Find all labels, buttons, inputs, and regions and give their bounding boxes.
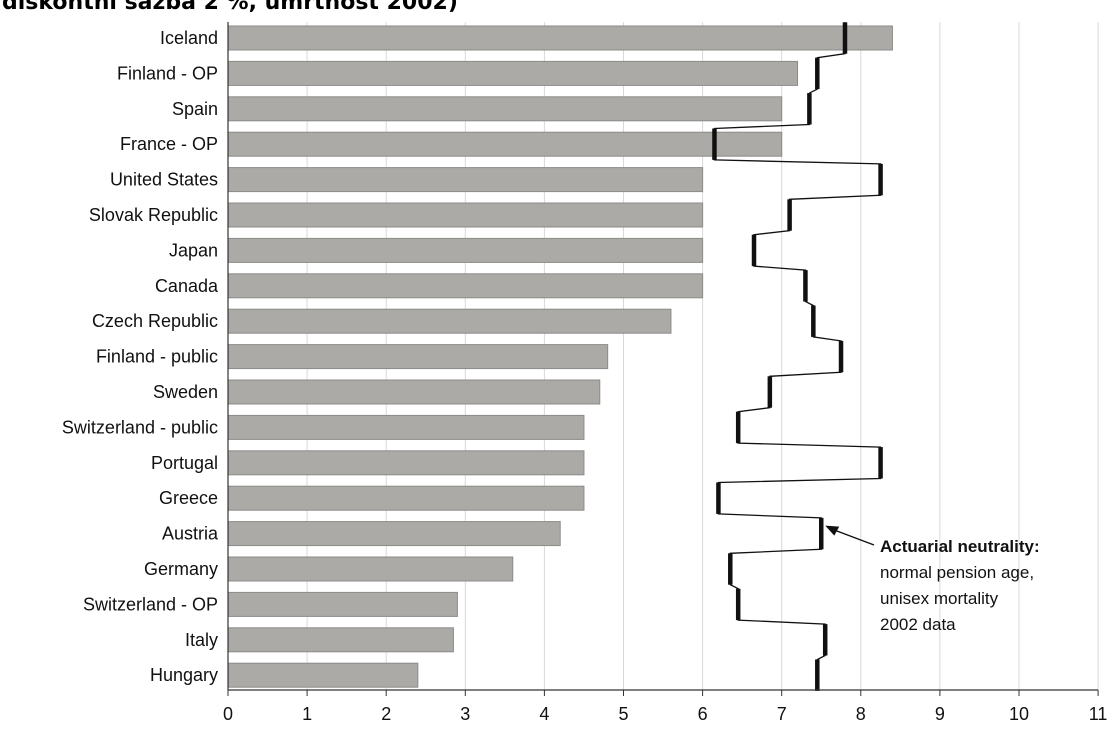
actuarial-neutrality-line	[712, 22, 883, 691]
bar	[227, 662, 419, 688]
tick-label: 2	[381, 704, 391, 724]
tick-label: 10	[1009, 704, 1029, 724]
bar	[227, 131, 783, 157]
annotation-line-2: unisex mortality	[880, 589, 999, 608]
bar	[227, 167, 704, 193]
category-label: Hungary	[150, 665, 218, 685]
tick-label: 6	[698, 704, 708, 724]
category-label: Finland - OP	[117, 63, 218, 83]
category-label: Germany	[144, 559, 218, 579]
category-label: Slovak Republic	[89, 205, 218, 225]
category-label: Finland - public	[96, 347, 218, 367]
annotation-arrow	[833, 528, 875, 546]
tick-label: 4	[539, 704, 549, 724]
tick-label: 11	[1089, 704, 1108, 724]
tick-label: 7	[777, 704, 787, 724]
tick-label: 8	[856, 704, 866, 724]
tick-label: 9	[935, 704, 945, 724]
bar	[227, 414, 585, 440]
bar	[227, 344, 609, 370]
tick-label: 3	[460, 704, 470, 724]
bar	[227, 96, 783, 122]
bar	[227, 485, 585, 511]
category-label: Spain	[172, 99, 218, 119]
category-label: Austria	[162, 524, 219, 544]
category-label: Italy	[185, 630, 218, 650]
category-label: United States	[110, 170, 218, 190]
category-label: Czech Republic	[92, 311, 218, 331]
bar	[227, 591, 458, 617]
bar	[227, 202, 704, 228]
bar	[227, 237, 704, 263]
tick-label: 0	[223, 704, 233, 724]
category-label: Canada	[155, 276, 219, 296]
category-labels: Iceland Finland - OP Spain France - OP Unite…	[62, 28, 219, 685]
bar	[227, 521, 561, 547]
bar	[227, 273, 704, 299]
tick-label: 1	[302, 704, 312, 724]
x-axis: 0 1 2 3 4 5 6 7 8 9 10 11	[223, 22, 1107, 724]
category-label: Sweden	[153, 382, 218, 402]
annotation-line-1: normal pension age,	[880, 563, 1034, 582]
category-label: Portugal	[151, 453, 218, 473]
annotation-title: Actuarial neutrality:	[880, 537, 1040, 556]
category-label: Switzerland - OP	[83, 594, 218, 614]
bar	[227, 627, 454, 653]
bar	[227, 308, 672, 334]
tick-label: 5	[618, 704, 628, 724]
annotation-arrowhead	[825, 525, 840, 536]
bar	[227, 379, 601, 405]
page-title: diskontní sazba 2 %, úmrtnost 2002)	[2, 0, 458, 15]
annotation: Actuarial neutrality: normal pension age…	[825, 525, 1040, 634]
bar	[227, 25, 893, 51]
category-label: Greece	[159, 488, 218, 508]
category-label: Switzerland - public	[62, 417, 218, 437]
category-label: Japan	[169, 240, 218, 260]
annotation-line-3: 2002 data	[880, 615, 956, 634]
category-label: France - OP	[120, 134, 218, 154]
bars	[227, 25, 893, 688]
category-label: Iceland	[160, 28, 218, 48]
bar	[227, 556, 514, 582]
bar	[227, 450, 585, 476]
bar	[227, 60, 799, 86]
line-path	[713, 22, 882, 691]
